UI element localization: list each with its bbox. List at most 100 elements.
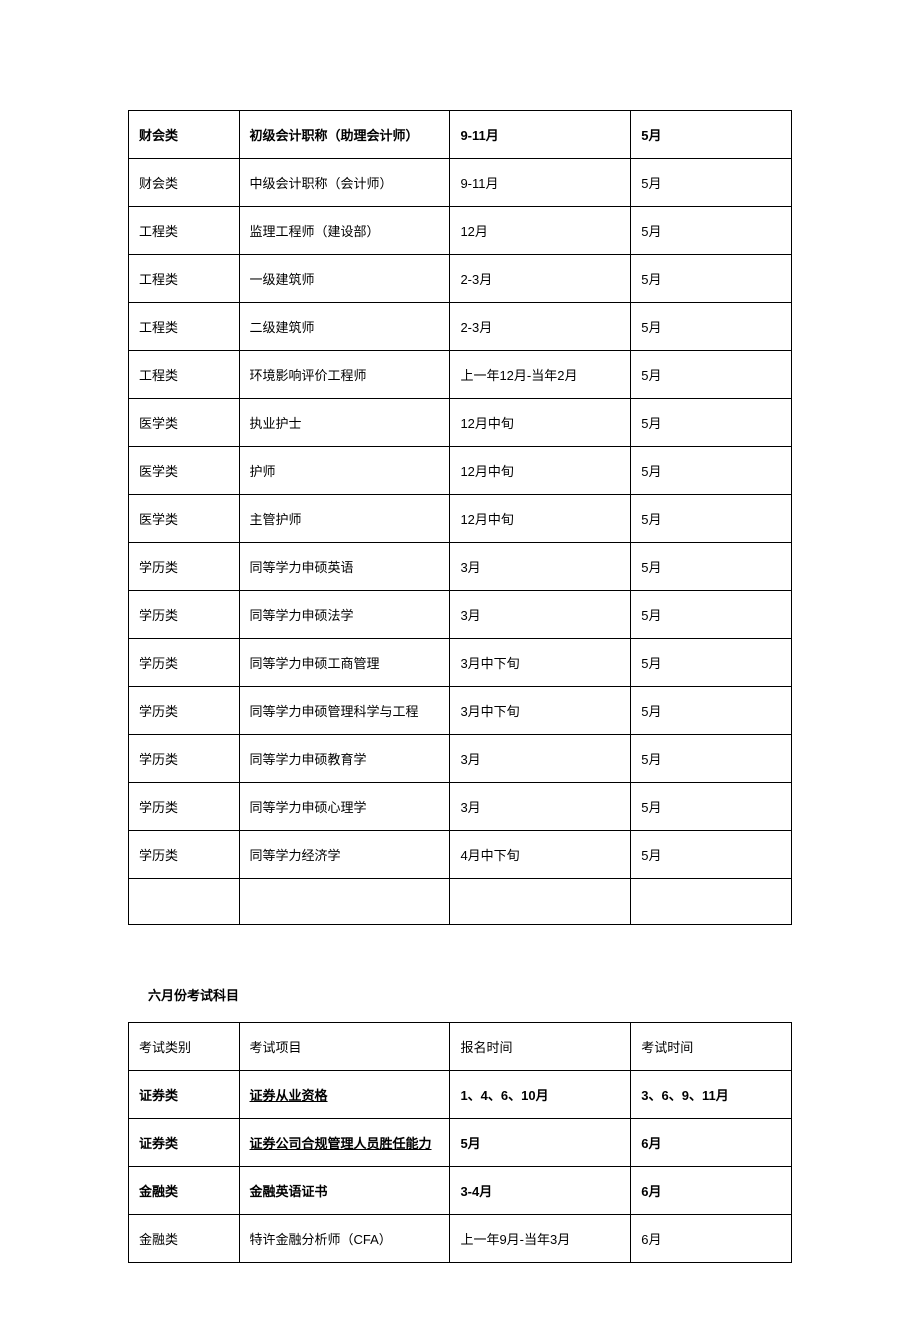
table-cell: 同等学力申硕心理学	[239, 783, 450, 831]
table-cell	[631, 879, 792, 925]
exam-schedule-table-2: 考试类别考试项目报名时间考试时间证券类证券从业资格1、4、6、10月3、6、9、…	[128, 1022, 792, 1263]
table-cell: 5月	[631, 111, 792, 159]
table-cell: 金融类	[129, 1167, 240, 1215]
table-cell: 3月	[450, 591, 631, 639]
table-cell: 4月中下旬	[450, 831, 631, 879]
table-cell: 5月	[450, 1119, 631, 1167]
table-row: 医学类护师12月中旬5月	[129, 447, 792, 495]
table-row: 学历类同等学力申硕英语3月5月	[129, 543, 792, 591]
table-cell: 医学类	[129, 399, 240, 447]
table-header-cell: 考试类别	[129, 1023, 240, 1071]
table-cell: 3月	[450, 735, 631, 783]
table-cell: 学历类	[129, 735, 240, 783]
table-cell: 5月	[631, 735, 792, 783]
table-cell: 中级会计职称（会计师）	[239, 159, 450, 207]
table-cell: 证券从业资格	[239, 1071, 450, 1119]
table-cell: 1、4、6、10月	[450, 1071, 631, 1119]
table-cell: 特许金融分析师（CFA）	[239, 1215, 450, 1263]
table-row: 证券类证券从业资格1、4、6、10月3、6、9、11月	[129, 1071, 792, 1119]
table-cell: 2-3月	[450, 303, 631, 351]
table-cell: 护师	[239, 447, 450, 495]
table-cell: 同等学力申硕法学	[239, 591, 450, 639]
table-cell: 3月中下旬	[450, 687, 631, 735]
table-cell: 金融类	[129, 1215, 240, 1263]
table-row: 医学类执业护士12月中旬5月	[129, 399, 792, 447]
table-row: 财会类初级会计职称（助理会计师）9-11月5月	[129, 111, 792, 159]
table-cell: 学历类	[129, 543, 240, 591]
table-cell: 学历类	[129, 591, 240, 639]
table-cell: 6月	[631, 1215, 792, 1263]
table-cell: 金融英语证书	[239, 1167, 450, 1215]
table-cell: 5月	[631, 495, 792, 543]
table-row: 学历类同等学力申硕管理科学与工程3月中下旬5月	[129, 687, 792, 735]
table-cell: 工程类	[129, 303, 240, 351]
table-cell: 5月	[631, 159, 792, 207]
table-cell: 执业护士	[239, 399, 450, 447]
table-cell: 5月	[631, 351, 792, 399]
table-row: 工程类环境影响评价工程师上一年12月-当年2月5月	[129, 351, 792, 399]
table-cell: 5月	[631, 303, 792, 351]
table-row: 学历类同等学力申硕心理学3月5月	[129, 783, 792, 831]
table-row: 学历类同等学力申硕工商管理3月中下旬5月	[129, 639, 792, 687]
table-cell: 环境影响评价工程师	[239, 351, 450, 399]
table-cell: 工程类	[129, 207, 240, 255]
table-cell: 5月	[631, 591, 792, 639]
table-cell: 5月	[631, 831, 792, 879]
table-header-cell: 报名时间	[450, 1023, 631, 1071]
table-cell: 5月	[631, 783, 792, 831]
table-cell: 5月	[631, 255, 792, 303]
table-cell: 同等学力经济学	[239, 831, 450, 879]
table-cell	[129, 879, 240, 925]
table-cell: 工程类	[129, 255, 240, 303]
table-cell: 一级建筑师	[239, 255, 450, 303]
table-header-row: 考试类别考试项目报名时间考试时间	[129, 1023, 792, 1071]
table-cell: 证券类	[129, 1119, 240, 1167]
table-cell: 9-11月	[450, 159, 631, 207]
table-row: 工程类监理工程师（建设部）12月5月	[129, 207, 792, 255]
table-cell: 12月中旬	[450, 495, 631, 543]
table-cell: 上一年12月-当年2月	[450, 351, 631, 399]
table-header-cell: 考试时间	[631, 1023, 792, 1071]
table-row: 金融类特许金融分析师（CFA）上一年9月-当年3月6月	[129, 1215, 792, 1263]
table-cell: 二级建筑师	[239, 303, 450, 351]
table-cell: 财会类	[129, 111, 240, 159]
exam-schedule-table-1: 财会类初级会计职称（助理会计师）9-11月5月财会类中级会计职称（会计师）9-1…	[128, 110, 792, 925]
table-cell: 5月	[631, 447, 792, 495]
table-cell: 学历类	[129, 639, 240, 687]
table-cell: 上一年9月-当年3月	[450, 1215, 631, 1263]
table-row: 财会类中级会计职称（会计师）9-11月5月	[129, 159, 792, 207]
table-cell	[239, 879, 450, 925]
table-row	[129, 879, 792, 925]
table-cell: 9-11月	[450, 111, 631, 159]
table-cell: 3月	[450, 543, 631, 591]
table-row: 学历类同等学力申硕教育学3月5月	[129, 735, 792, 783]
table-row: 金融类金融英语证书3-4月6月	[129, 1167, 792, 1215]
table-cell: 同等学力申硕工商管理	[239, 639, 450, 687]
table-cell: 证券类	[129, 1071, 240, 1119]
table-cell: 医学类	[129, 495, 240, 543]
table-cell: 3、6、9、11月	[631, 1071, 792, 1119]
table-cell: 工程类	[129, 351, 240, 399]
table-cell: 5月	[631, 543, 792, 591]
table-cell: 5月	[631, 687, 792, 735]
table-cell: 6月	[631, 1167, 792, 1215]
table-row: 学历类同等学力申硕法学3月5月	[129, 591, 792, 639]
table-row: 工程类一级建筑师2-3月5月	[129, 255, 792, 303]
table-cell: 5月	[631, 639, 792, 687]
table-cell: 学历类	[129, 783, 240, 831]
table-cell: 同等学力申硕英语	[239, 543, 450, 591]
table-row: 工程类二级建筑师2-3月5月	[129, 303, 792, 351]
table-cell: 6月	[631, 1119, 792, 1167]
table-cell: 2-3月	[450, 255, 631, 303]
table-cell: 12月中旬	[450, 447, 631, 495]
table-header-cell: 考试项目	[239, 1023, 450, 1071]
table-cell: 3-4月	[450, 1167, 631, 1215]
table-cell: 3月	[450, 783, 631, 831]
table-cell: 财会类	[129, 159, 240, 207]
table-cell: 监理工程师（建设部）	[239, 207, 450, 255]
table-row: 学历类同等学力经济学4月中下旬5月	[129, 831, 792, 879]
table-cell: 初级会计职称（助理会计师）	[239, 111, 450, 159]
table-cell: 12月中旬	[450, 399, 631, 447]
table-cell: 同等学力申硕管理科学与工程	[239, 687, 450, 735]
table-cell: 3月中下旬	[450, 639, 631, 687]
